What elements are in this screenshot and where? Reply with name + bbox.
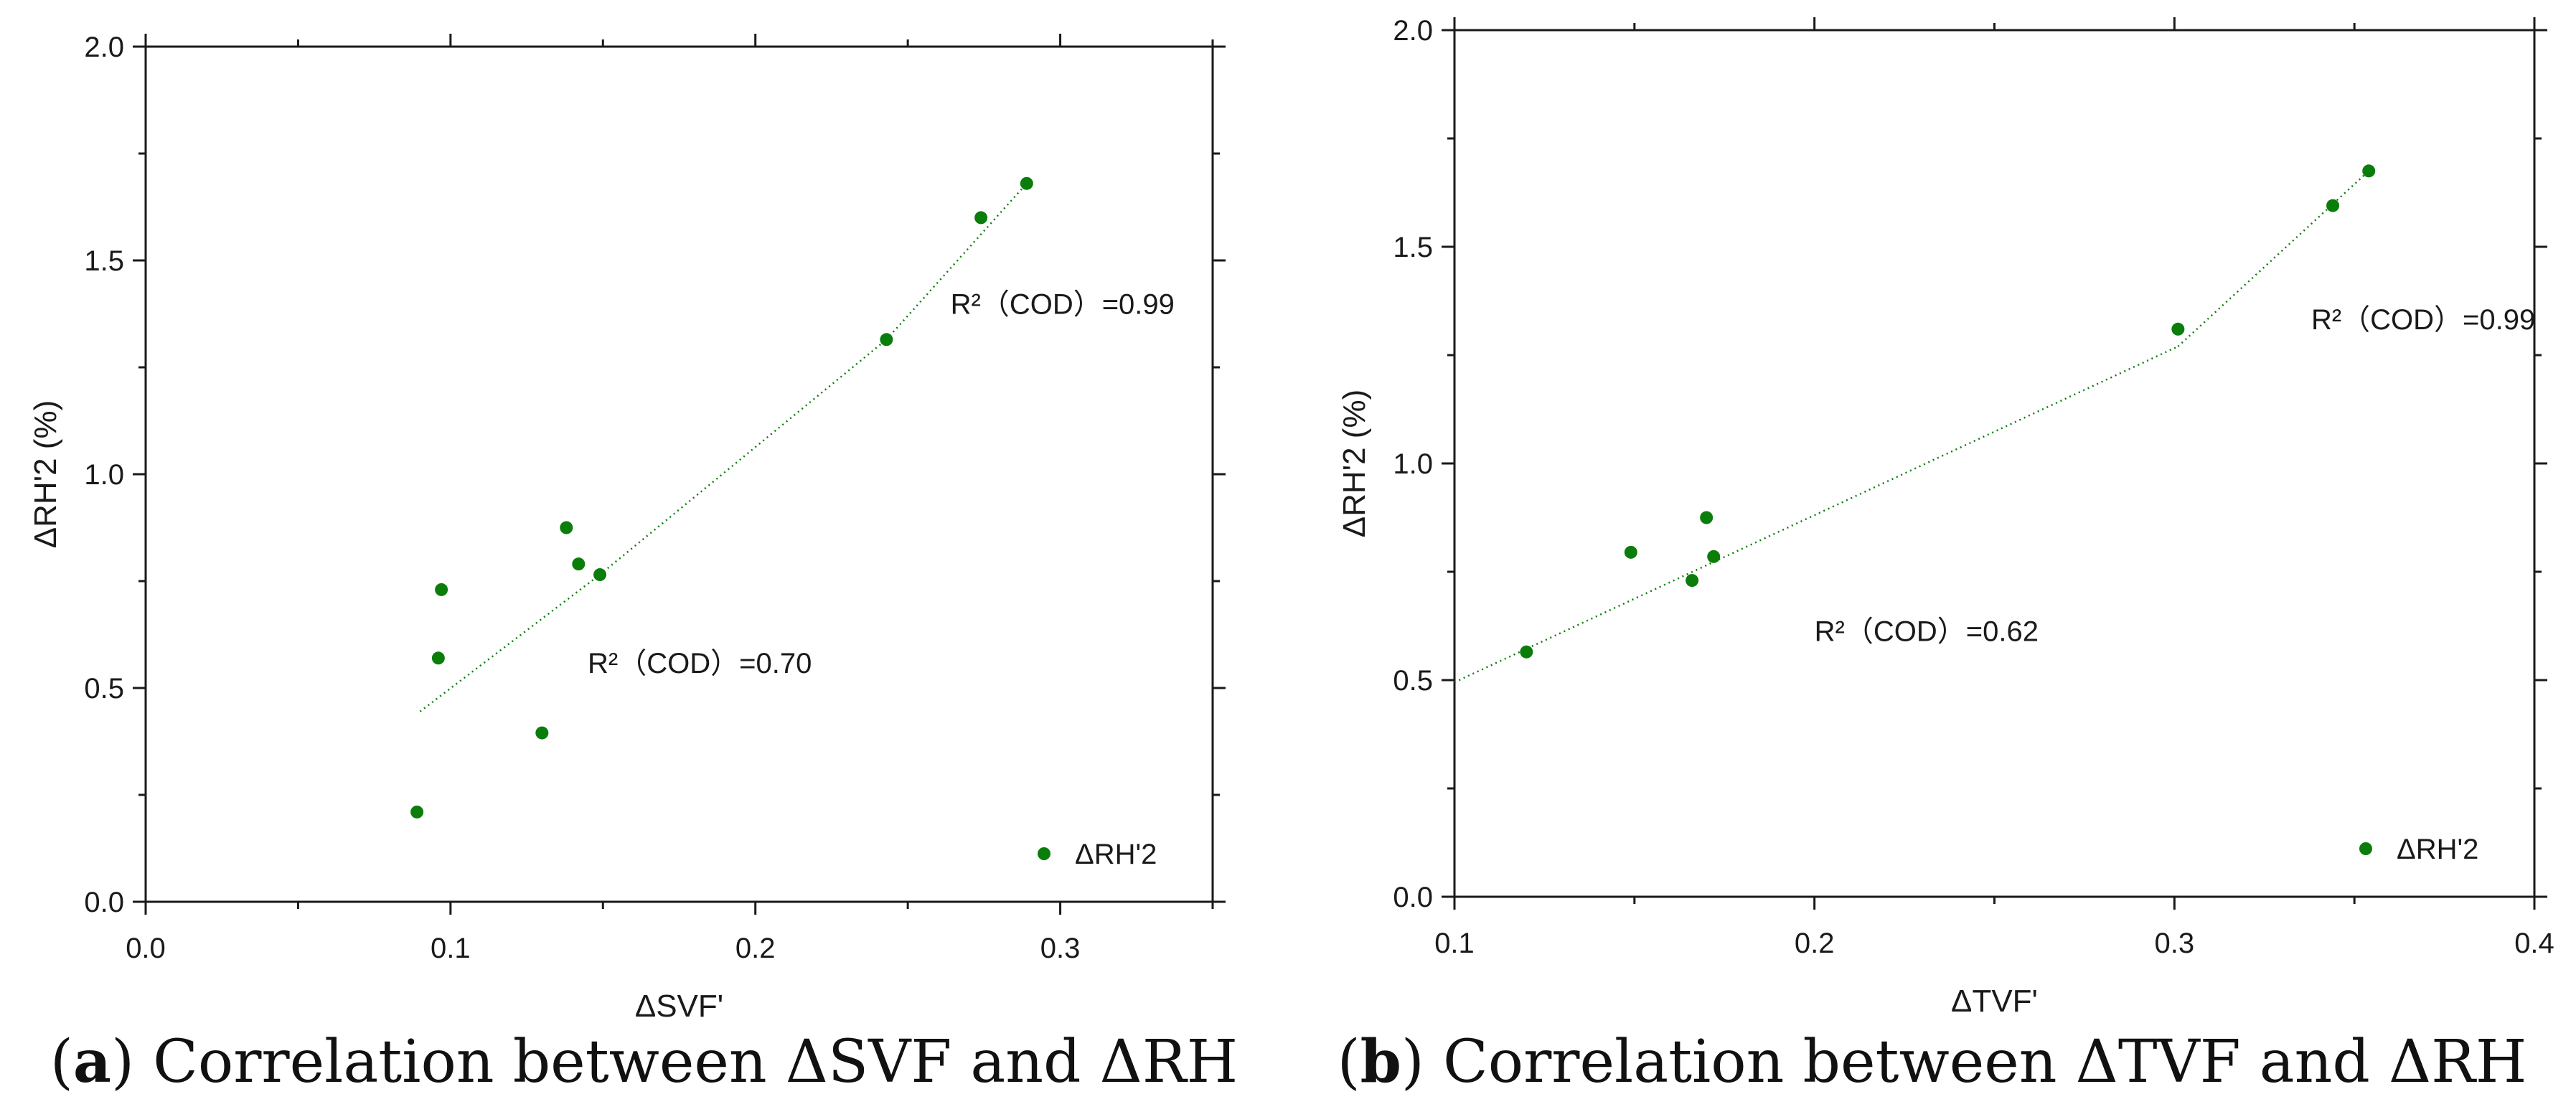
data-point [2362, 164, 2376, 178]
caption-b-letter: b [1360, 1027, 1401, 1096]
y-tick-label: 0.5 [84, 673, 124, 704]
legend-label: ΔRH'2 [2397, 834, 2478, 865]
r2-annotation: R²（COD）=0.70 [588, 648, 812, 679]
y-tick-label: 1.0 [84, 459, 124, 491]
y-tick-label: 2.0 [84, 32, 124, 63]
data-point [535, 726, 549, 740]
chart-b: 0.1 0.2 0.3 0.4 0.0 0.5 1.0 1.5 2.0 ΔTVF' ΔRH'2 (%… [1337, 15, 2554, 1019]
y-axis-label: ΔRH'2 (%) [1337, 390, 1372, 537]
data-point [1520, 645, 1533, 659]
legend-marker [2359, 842, 2372, 855]
plot-frame [1453, 29, 2536, 898]
y-tick-label: 2.0 [1393, 15, 1433, 47]
caption-a-letter: a [72, 1027, 112, 1096]
data-point [2171, 322, 2185, 336]
caption-a-text: ) Correlation between ΔSVF and ΔRH [111, 1027, 1238, 1096]
x-axis-label: ΔTVF' [1951, 984, 2038, 1019]
data-point [593, 568, 607, 582]
fit-line [2177, 170, 2370, 347]
x-tick-label: 0.3 [2155, 928, 2195, 959]
y-tick-label: 1.5 [84, 245, 124, 277]
r2-annotation: R²（COD）=0.62 [1815, 616, 2039, 648]
data-point [1686, 574, 1699, 588]
x-tick-label: 0.4 [2514, 928, 2554, 959]
r2-annotation: R²（COD）=0.99 [951, 289, 1175, 321]
data-point [410, 805, 424, 819]
y-tick-label: 0.0 [1393, 882, 1433, 913]
data-point [974, 211, 988, 225]
y-axis-label: ΔRH'2 (%) [28, 400, 63, 548]
data-point [1700, 511, 1714, 524]
x-tick-label: 0.2 [1795, 928, 1835, 959]
data-point [880, 333, 893, 347]
x-axis-label: ΔSVF' [635, 989, 723, 1019]
x-tick-label: 0.1 [1434, 928, 1475, 959]
y-tick-label: 0.0 [84, 887, 124, 918]
x-tick-label: 0.2 [735, 933, 776, 964]
plot-frame [144, 45, 1214, 903]
legend-label: ΔRH'2 [1075, 839, 1157, 870]
chart-a: 0.0 0.1 0.2 0.3 0.0 0.5 1.0 1.5 2.0 ΔSVF' ΔRH'2 (%… [28, 32, 1226, 1019]
caption-b: (b) Correlation between ΔTVF and ΔRH [1337, 1027, 2527, 1096]
fit-line [419, 574, 601, 712]
x-tick-label: 0.0 [126, 933, 166, 964]
y-tick-label: 1.5 [1393, 232, 1433, 263]
y-tick-label: 1.0 [1393, 448, 1433, 480]
data-point [431, 651, 445, 665]
x-tick-label: 0.1 [431, 933, 471, 964]
data-point [560, 521, 573, 534]
caption-b-text: ) Correlation between ΔTVF and ΔRH [1401, 1027, 2527, 1096]
r2-annotation: R²（COD）=0.99 [2311, 304, 2535, 336]
x-tick-label: 0.3 [1040, 933, 1081, 964]
fit-line [599, 339, 888, 576]
caption-a: (a) Correlation between ΔSVF and ΔRH [50, 1027, 1238, 1096]
data-point [2326, 199, 2340, 212]
data-point [572, 557, 586, 571]
legend-marker [1038, 847, 1050, 860]
data-point [1624, 545, 1637, 559]
data-point [435, 583, 448, 596]
data-point [1707, 550, 1721, 563]
data-point [1020, 176, 1033, 190]
y-tick-label: 0.5 [1393, 665, 1433, 697]
